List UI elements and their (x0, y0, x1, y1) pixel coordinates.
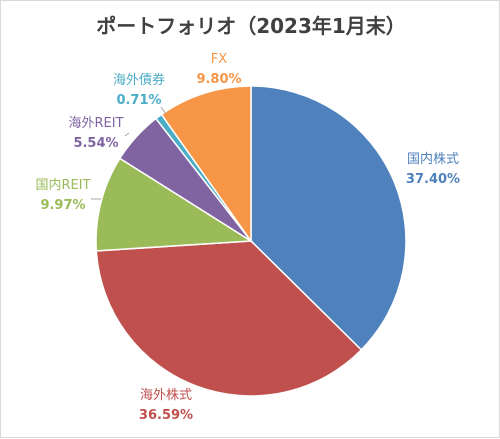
leader-line (160, 106, 167, 115)
slice-value: 0.71% (116, 93, 161, 108)
slice-value: 9.97% (40, 198, 85, 213)
slice-value: 36.59% (139, 408, 193, 423)
pie-slice (95, 240, 363, 397)
slice-label: FX (211, 52, 227, 67)
pie-slice (95, 157, 254, 252)
pie-slice (160, 85, 252, 244)
slice-value: 5.54% (73, 136, 118, 151)
leader-lines (91, 106, 167, 200)
slice-label: 海外REIT (68, 116, 123, 131)
slice-label: 海外株式 (140, 388, 192, 403)
slice-label: 国内REIT (35, 177, 90, 193)
slice-value: 37.40% (406, 172, 460, 187)
pie-slices (95, 85, 407, 397)
pie-slice (250, 85, 407, 351)
slice-value: 9.80% (196, 72, 241, 87)
chart-title: ポートフォリオ（2023年1月末） (96, 14, 406, 38)
leader-line (124, 132, 130, 137)
slice-label: 国内株式 (407, 151, 459, 167)
slice-label: 海外債券 (113, 72, 165, 88)
data-labels: 国内株式 37.40% 海外株式 36.59% 国内REIT 9.97% 海外REIT 5.5… (35, 52, 460, 423)
